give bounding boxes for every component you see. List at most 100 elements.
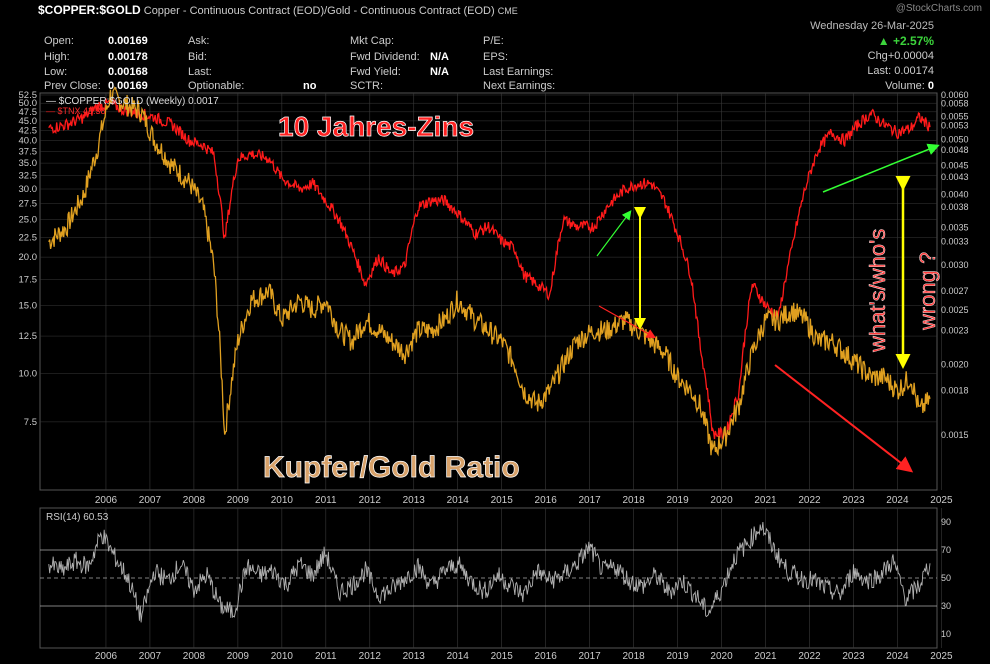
rsi-xtick-2009: 2009: [227, 651, 250, 662]
ytick-right-0.0045: 0.0045: [941, 161, 969, 171]
rsi-xtick-2019: 2019: [666, 651, 689, 662]
xtick-2018: 2018: [622, 495, 645, 506]
ytick-left-12.5: 12.5: [19, 331, 38, 342]
fwd-yield-value: N/A: [430, 66, 449, 78]
last-price-value: 0.00174: [894, 65, 934, 77]
xtick-2024: 2024: [886, 495, 909, 506]
ytick-left-30.0: 30.0: [19, 184, 38, 195]
ytick-left-37.5: 37.5: [19, 147, 38, 158]
ytick-right-0.0035: 0.0035: [941, 222, 969, 232]
xtick-2012: 2012: [359, 495, 382, 506]
fwd-dividend-value: N/A: [430, 51, 449, 63]
ytick-right-0.0058: 0.0058: [941, 98, 969, 108]
ytick-right-0.0040: 0.0040: [941, 190, 969, 200]
xtick-2020: 2020: [710, 495, 733, 506]
ytick-right-0.0053: 0.0053: [941, 120, 969, 130]
ytick-left-7.5: 7.5: [24, 417, 37, 428]
green-arrow-2018: [596, 210, 632, 257]
rsi-xtick-2017: 2017: [579, 651, 602, 662]
ytick-right-0.0055: 0.0055: [941, 111, 969, 121]
rsi-ytick-70: 70: [941, 545, 951, 555]
open-label: Open:: [44, 35, 74, 47]
symbol: $COPPER:$GOLD: [38, 3, 141, 17]
rsi-xtick-2008: 2008: [183, 651, 206, 662]
fwd-yield-label: Fwd Yield:: [350, 66, 401, 78]
mktcap-label: Mkt Cap:: [350, 35, 395, 47]
xtick-2015: 2015: [491, 495, 514, 506]
rsi-ytick-10: 10: [941, 629, 951, 639]
chg-value: +0.00004: [887, 50, 934, 62]
legend-tnx: — $TNX 43.38: [46, 106, 106, 116]
ytick-right-0.0027: 0.0027: [941, 286, 969, 296]
ytick-left-32.5: 32.5: [19, 171, 38, 182]
last-price-label: Last:: [867, 65, 892, 77]
ytick-left-20.0: 20.0: [19, 252, 38, 263]
series-tnx-line: [48, 97, 931, 440]
xtick-2022: 2022: [798, 495, 821, 506]
xtick-2010: 2010: [271, 495, 294, 506]
ytick-right-0.0043: 0.0043: [941, 172, 969, 182]
rsi-label: RSI(14) 60.53: [46, 512, 109, 523]
date-label: Wednesday 26-Mar-2025: [810, 20, 934, 32]
xtick-2013: 2013: [403, 495, 426, 506]
change-percent: ▲ +2.57%: [877, 34, 934, 48]
last-label: Last:: [188, 66, 212, 78]
optionable-value: no: [303, 80, 317, 92]
ytick-right-0.0030: 0.0030: [941, 260, 969, 270]
ytick-left-27.5: 27.5: [19, 199, 38, 210]
ytick-left-15.0: 15.0: [19, 300, 38, 311]
xtick-2006: 2006: [95, 495, 118, 506]
ask-label: Ask:: [188, 35, 210, 47]
rsi-xtick-2021: 2021: [754, 651, 777, 662]
xtick-2025: 2025: [930, 495, 953, 506]
ytick-right-0.0018: 0.0018: [941, 385, 969, 395]
rsi-xtick-2007: 2007: [139, 651, 162, 662]
volume-label: Volume:: [885, 80, 925, 92]
question-annotation-2: wrong ?: [915, 252, 940, 331]
rsi-xtick-2010: 2010: [271, 651, 294, 662]
rsi-xtick-2011: 2011: [315, 651, 337, 662]
xtick-2008: 2008: [183, 495, 206, 506]
ytick-left-50.0: 50.0: [19, 98, 38, 109]
ytick-right-0.0020: 0.0020: [941, 360, 969, 370]
xtick-2016: 2016: [535, 495, 558, 506]
rsi-xtick-2024: 2024: [886, 651, 909, 662]
rsi-ytick-30: 30: [941, 601, 951, 611]
price-panel-frame: [39, 92, 938, 491]
high-value: 0.00178: [108, 51, 148, 63]
ytick-left-35.0: 35.0: [19, 158, 38, 169]
rsi-xtick-2022: 2022: [798, 651, 821, 662]
rsi-ytick-90: 90: [941, 517, 951, 527]
ytick-left-25.0: 25.0: [19, 215, 38, 226]
low-label: Low:: [44, 66, 68, 78]
rsi-xtick-2013: 2013: [403, 651, 426, 662]
volume-value: 0: [927, 80, 934, 92]
rsi-panel-frame: [39, 507, 938, 649]
ytick-left-52.5: 52.5: [19, 90, 38, 101]
open-value: 0.00169: [108, 35, 148, 47]
change-abs: Chg+0.00004: [868, 50, 934, 62]
xtick-2014: 2014: [447, 495, 470, 506]
ytick-right-0.0023: 0.0023: [941, 325, 969, 335]
ytick-right-0.0038: 0.0038: [941, 202, 969, 212]
ytick-left-45.0: 45.0: [19, 116, 38, 127]
bid-label: Bid:: [188, 51, 207, 63]
xtick-2023: 2023: [842, 495, 865, 506]
xtick-2017: 2017: [579, 495, 602, 506]
rsi-xtick-2016: 2016: [535, 651, 558, 662]
rsi-xtick-2006: 2006: [95, 651, 118, 662]
ytick-left-40.0: 40.0: [19, 136, 38, 147]
xtick-2019: 2019: [666, 495, 689, 506]
ytick-left-22.5: 22.5: [19, 232, 38, 243]
legend-ratio: — $COPPER:$GOLD (Weekly) 0.0017: [46, 96, 219, 107]
ytick-right-0.0033: 0.0033: [941, 237, 969, 247]
question-annotation-1: what's/who's: [865, 229, 890, 353]
rsi-xtick-2014: 2014: [447, 651, 470, 662]
red-arrow-2024: [774, 364, 914, 473]
sctr-label: SCTR:: [350, 80, 383, 92]
series-rsi-line: [48, 521, 931, 623]
ytick-left-10.0: 10.0: [19, 369, 38, 380]
prev-close-label: Prev Close:: [44, 80, 101, 92]
